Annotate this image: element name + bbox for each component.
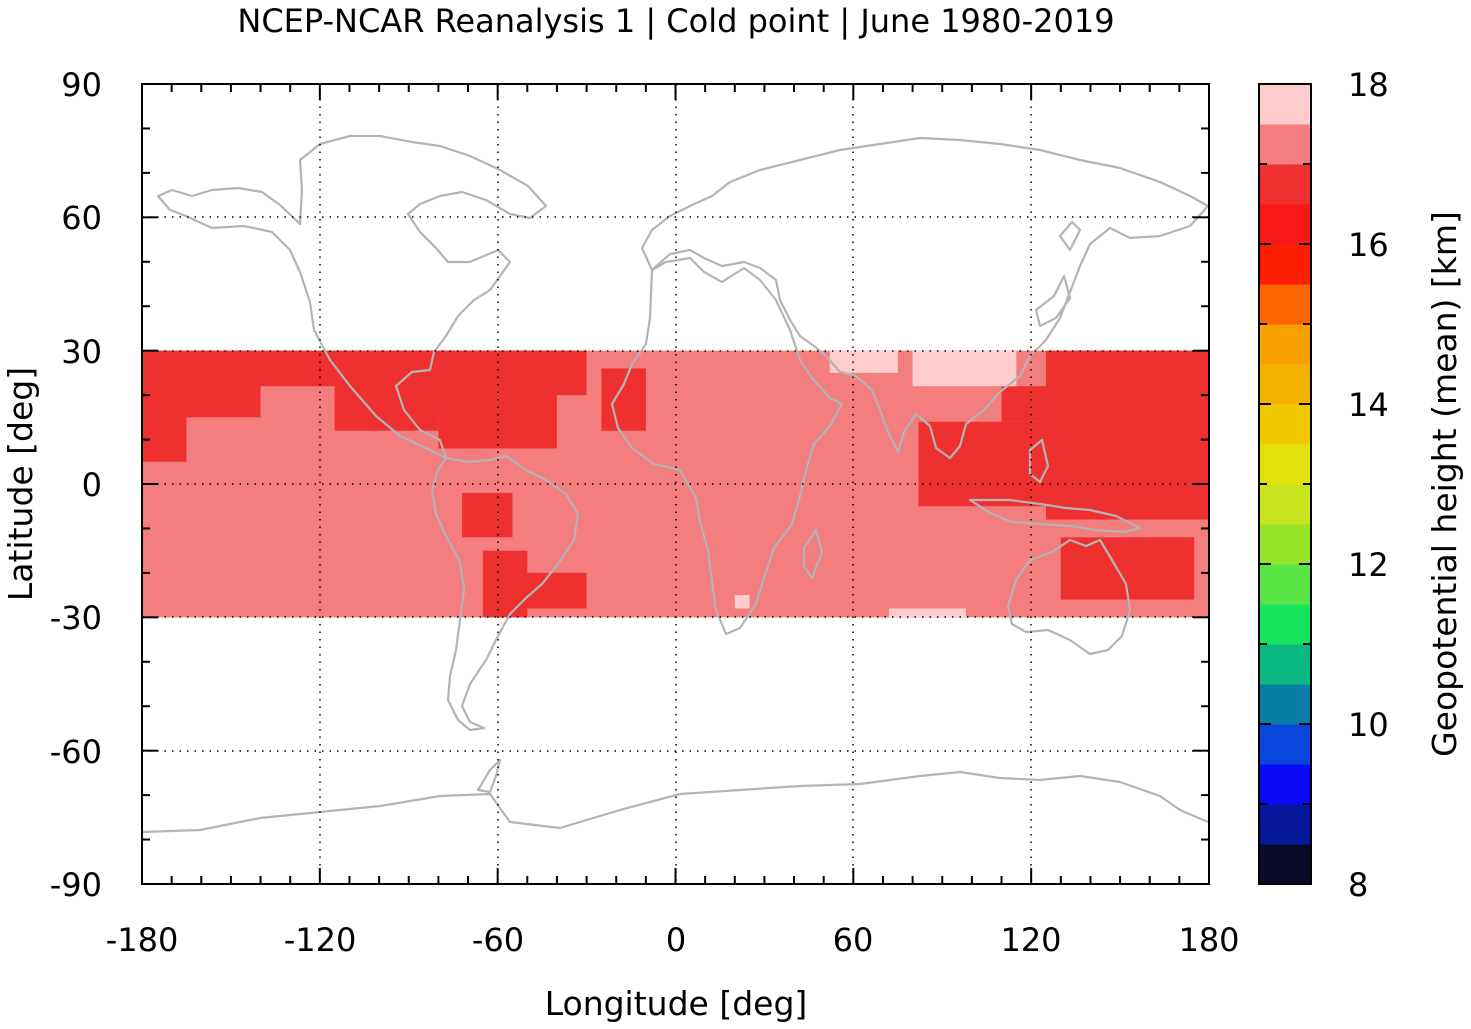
heatmap-cell: [734, 595, 750, 609]
colorbar-swatch: [1259, 124, 1311, 165]
colorbar-swatch: [1259, 524, 1311, 565]
colorbar-swatch: [1259, 604, 1311, 645]
colorbar-swatch: [1259, 284, 1311, 325]
x-axis: -180 -120 -60 0 60 120 180 Longitude [de…: [106, 921, 1240, 1023]
colorbar-swatch: [1259, 164, 1311, 205]
colorbar-swatch: [1259, 724, 1311, 765]
colorbar-swatch: [1259, 444, 1311, 485]
colorbar-tick-label: 10: [1348, 706, 1389, 744]
y-tick-label: -90: [50, 866, 102, 904]
y-tick-label: 90: [61, 66, 102, 104]
colorbar-swatch: [1259, 404, 1311, 445]
colorbar-ticks: [1259, 83, 1311, 885]
colorbar-swatch: [1259, 844, 1311, 885]
x-tick-label: 60: [833, 921, 874, 959]
colorbar-swatch: [1259, 684, 1311, 725]
colorbar-tick-label: 12: [1348, 546, 1389, 584]
heatmap-cell: [462, 492, 513, 538]
colorbar-swatch: [1259, 204, 1311, 245]
heatmap-cell: [888, 608, 966, 618]
colorbar: 18 16 14 12 10 8 Geopotential height (me…: [1258, 66, 1464, 904]
coastlines: [142, 134, 1209, 834]
colorbar-swatch: [1259, 564, 1311, 605]
heatmap-cell: [512, 572, 587, 609]
colorbar-tick-label: 18: [1348, 66, 1389, 104]
colorbar-swatch: [1259, 324, 1311, 365]
colorbar-swatches: [1259, 84, 1311, 885]
colorbar-tick-label: 14: [1348, 386, 1389, 424]
x-axis-title: Longitude [deg]: [545, 984, 808, 1023]
colorbar-swatch: [1259, 484, 1311, 525]
heatmap-cell: [912, 350, 1017, 387]
x-tick-label: -180: [106, 921, 179, 959]
y-tick-label: -30: [50, 599, 102, 637]
heatmap-cell: [186, 350, 261, 418]
colorbar-swatch: [1259, 244, 1311, 285]
y-axis-title: Latitude [deg]: [1, 367, 40, 601]
axis-ticks: [141, 83, 1210, 885]
y-tick-label: -60: [50, 733, 102, 771]
heatmap-cell: [829, 350, 898, 373]
colorbar-swatch: [1259, 804, 1311, 845]
colorbar-title: Geopotential height (mean) [km]: [1425, 211, 1464, 757]
colorbar-tick-label: 16: [1348, 226, 1389, 264]
x-tick-label: 180: [1178, 921, 1239, 959]
colorbar-tick-label: 8: [1348, 866, 1368, 904]
y-tick-label: 30: [61, 333, 102, 371]
x-tick-label: -60: [472, 921, 524, 959]
x-tick-label: 120: [1000, 921, 1061, 959]
colorbar-swatch: [1259, 644, 1311, 685]
colorbar-swatch: [1259, 364, 1311, 405]
y-tick-label: 60: [61, 199, 102, 237]
y-tick-label: 0: [82, 466, 102, 504]
heatmap-cell: [1045, 350, 1209, 520]
chart-title: NCEP-NCAR Reanalysis 1 | Cold point | Ju…: [237, 2, 1114, 40]
heatmap-cell: [142, 350, 187, 462]
heatmap-cell: [918, 421, 1061, 507]
heatmap-cell: [512, 350, 587, 396]
colorbar-swatch: [1259, 84, 1311, 125]
x-tick-label: -120: [284, 921, 357, 959]
gridlines: [142, 84, 1209, 884]
colorbar-swatch: [1259, 764, 1311, 805]
heatmap-cell: [601, 368, 646, 431]
y-axis: 90 60 30 0 -30 -60 -90 Latitude [deg]: [1, 66, 102, 904]
x-tick-label: 0: [666, 921, 686, 959]
